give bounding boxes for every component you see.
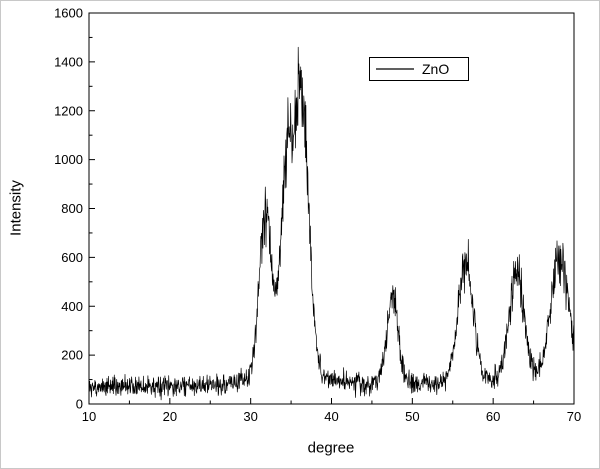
x-tick-label: 50	[405, 409, 419, 424]
legend-box: ZnO	[369, 57, 469, 81]
x-tick-label: 30	[243, 409, 257, 424]
legend-label: ZnO	[422, 61, 450, 77]
data-trace	[88, 46, 575, 401]
plot-frame	[88, 12, 575, 405]
y-tick-label: 0	[76, 397, 83, 412]
x-axis-ticks	[88, 398, 575, 404]
y-axis-title: Intensity	[7, 180, 25, 236]
y-tick-label: 1200	[54, 103, 83, 118]
legend-line-sample	[376, 68, 414, 70]
x-tick-label: 20	[163, 409, 177, 424]
y-axis-ticks	[89, 12, 95, 405]
x-tick-label: 60	[486, 409, 500, 424]
y-tick-label: 400	[61, 299, 83, 314]
x-tick-label: 40	[324, 409, 338, 424]
x-tick-label: 70	[567, 409, 581, 424]
y-tick-label: 200	[61, 348, 83, 363]
y-tick-label: 800	[61, 201, 83, 216]
y-tick-label: 1400	[54, 54, 83, 69]
y-tick-label: 1000	[54, 152, 83, 167]
y-tick-label: 1600	[54, 6, 83, 21]
y-tick-label: 600	[61, 250, 83, 265]
x-axis-title: degree	[307, 439, 355, 457]
x-tick-label: 10	[82, 409, 96, 424]
y-axis-tick-labels: 0 200 400 600 800 1000 1200 1400 1600	[54, 6, 83, 412]
x-axis-tick-labels: 10 20 30 40 50 60 70	[82, 409, 581, 424]
